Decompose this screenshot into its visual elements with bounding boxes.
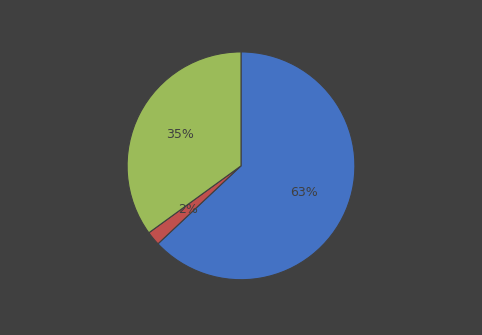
- Text: 35%: 35%: [166, 128, 194, 141]
- Wedge shape: [149, 166, 241, 244]
- Text: 63%: 63%: [290, 187, 318, 199]
- Text: 2%: 2%: [178, 203, 198, 216]
- Wedge shape: [127, 52, 241, 233]
- Wedge shape: [158, 52, 355, 280]
